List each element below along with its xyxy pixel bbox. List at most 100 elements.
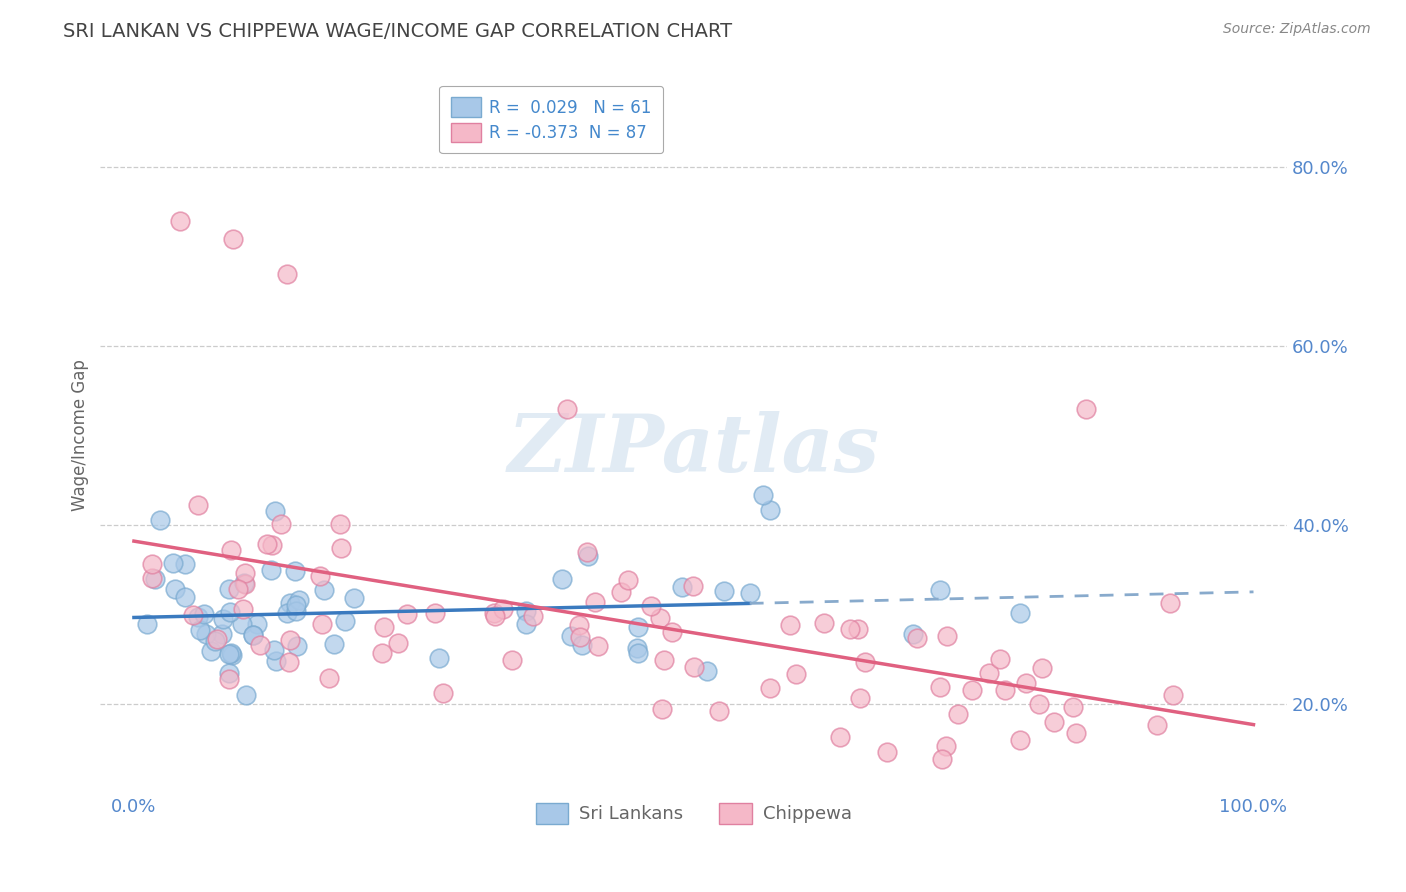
Point [586, 639, 609, 653]
Point [371, 646, 394, 660]
Point [713, 583, 735, 598]
Point [905, 632, 928, 646]
Point [169, 213, 191, 227]
Point [256, 537, 278, 551]
Point [174, 590, 197, 604]
Point [1066, 725, 1088, 739]
Point [141, 571, 163, 585]
Point [610, 585, 633, 599]
Point [876, 745, 898, 759]
Point [640, 599, 662, 613]
Point [682, 579, 704, 593]
Point [1161, 688, 1184, 702]
Point [329, 541, 352, 555]
Point [226, 582, 249, 596]
Point [285, 640, 308, 654]
Point [264, 654, 287, 668]
Point [342, 591, 364, 605]
Point [246, 616, 269, 631]
Point [187, 609, 209, 624]
Point [212, 612, 235, 626]
Point [211, 627, 233, 641]
Point [928, 583, 950, 598]
Point [515, 604, 537, 618]
Point [671, 580, 693, 594]
Point [484, 608, 506, 623]
Point [707, 704, 730, 718]
Point [813, 615, 835, 630]
Point [242, 628, 264, 642]
Point [853, 656, 876, 670]
Point [260, 563, 283, 577]
Point [205, 632, 228, 646]
Point [988, 652, 1011, 666]
Point [901, 627, 924, 641]
Point [249, 638, 271, 652]
Point [387, 636, 409, 650]
Point [627, 620, 650, 634]
Point [785, 667, 807, 681]
Point [314, 583, 336, 598]
Point [143, 572, 166, 586]
Point [233, 575, 256, 590]
Point [323, 637, 346, 651]
Point [204, 634, 226, 648]
Text: Source: ZipAtlas.com: Source: ZipAtlas.com [1223, 22, 1371, 37]
Point [571, 638, 593, 652]
Point [648, 610, 671, 624]
Point [218, 647, 240, 661]
Point [195, 627, 218, 641]
Point [276, 268, 298, 282]
Point [515, 617, 537, 632]
Point [221, 231, 243, 245]
Point [935, 739, 957, 754]
Point [163, 582, 186, 596]
Point [935, 629, 957, 643]
Text: ZIPatlas: ZIPatlas [508, 411, 880, 489]
Point [219, 646, 242, 660]
Point [285, 604, 308, 618]
Point [288, 593, 311, 607]
Point [1159, 596, 1181, 610]
Point [759, 681, 782, 695]
Point [233, 566, 256, 580]
Point [977, 666, 1000, 681]
Point [260, 538, 283, 552]
Point [242, 628, 264, 642]
Point [141, 557, 163, 571]
Point [651, 702, 673, 716]
Point [758, 502, 780, 516]
Point [1074, 401, 1097, 416]
Point [193, 607, 215, 621]
Point [575, 544, 598, 558]
Point [738, 585, 761, 599]
Point [1031, 661, 1053, 675]
Point [568, 617, 591, 632]
Point [830, 730, 852, 744]
Point [1062, 700, 1084, 714]
Point [149, 513, 172, 527]
Point [492, 602, 515, 616]
Point [501, 653, 523, 667]
Point [576, 549, 599, 564]
Point [264, 504, 287, 518]
Legend: Sri Lankans, Chippewa: Sri Lankans, Chippewa [524, 792, 862, 834]
Point [931, 752, 953, 766]
Point [626, 641, 648, 656]
Point [231, 616, 253, 631]
Point [1015, 676, 1038, 690]
Point [188, 624, 211, 638]
Point [1042, 714, 1064, 729]
Point [661, 625, 683, 640]
Point [427, 651, 450, 665]
Point [219, 605, 242, 619]
Point [617, 574, 640, 588]
Point [270, 517, 292, 532]
Point [173, 557, 195, 571]
Point [318, 671, 340, 685]
Point [929, 680, 952, 694]
Point [752, 487, 775, 501]
Point [522, 608, 544, 623]
Point [423, 606, 446, 620]
Point [994, 683, 1017, 698]
